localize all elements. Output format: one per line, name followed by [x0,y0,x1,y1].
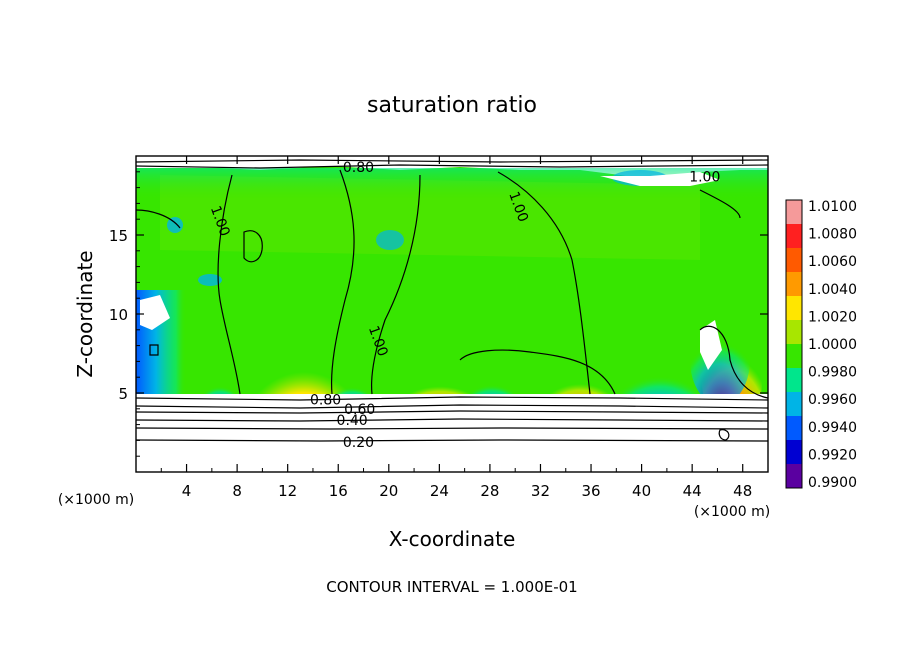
colorbar-swatch [786,272,802,296]
colorbar-swatch [786,392,802,416]
contour-interval-note: CONTOUR INTERVAL = 1.000E-01 [326,578,577,596]
contour-label: 0.80 [310,392,341,408]
x-unit-label: (×1000 m) [694,504,770,520]
colorbar-label: 1.0020 [808,309,857,325]
contour-label: 0.80 [343,160,374,176]
colorbar-label: 1.0040 [808,282,857,298]
x-tick-label: 40 [632,482,651,500]
colorbar-swatch [786,248,802,272]
contour-label: 1.00 [689,170,720,186]
x-tick-label: 48 [733,482,752,500]
colorbar-swatch [786,320,802,344]
colorbar-label: 1.0080 [808,227,857,243]
colorbar-label: 0.9900 [808,475,857,491]
y-unit-label: (×1000 m) [58,492,134,508]
colorbar-swatch [786,440,802,464]
plot-area: 0.800.600.400.200.801.001.00 1.001.00 [136,156,768,472]
x-tick-label: 8 [232,482,242,500]
colorbar-swatch [786,296,802,320]
x-tick-label: 20 [379,482,398,500]
x-tick-label: 32 [531,482,550,500]
x-tick-label: 12 [278,482,297,500]
contour-label: 0.60 [344,402,375,418]
colorbar-swatch [786,368,802,392]
colorbar-swatch [786,200,802,224]
colorbar: 1.0100 1.0080 1.0060 1.0040 1.0020 1.0000 0.99… [785,199,857,491]
colorbar-label: 1.0000 [808,337,857,353]
colorbar-swatch [786,344,802,368]
y-tick-label: 10 [109,306,128,324]
y-axis-label: Z-coordinate [73,250,97,377]
contour-label: 0.20 [343,435,374,451]
colorbar-swatch [786,464,802,488]
colorbar-label: 0.9920 [808,447,857,463]
colorbar-swatch [786,224,802,248]
colorbar-frame [785,199,803,489]
x-tick-label: 16 [329,482,348,500]
colorbar-label: 0.9980 [808,365,857,381]
colorbar-swatch [786,416,802,440]
colorbar-label: 1.0100 [808,199,857,215]
x-tick-label: 28 [480,482,499,500]
chart-title: saturation ratio [367,93,537,118]
colorbar-label: 0.9940 [808,420,857,436]
x-tick-label: 36 [581,482,600,500]
x-tick-label: 4 [182,482,192,500]
x-tick-label: 24 [430,482,449,500]
x-tick-label: 44 [683,482,702,500]
y-tick-label: 15 [109,227,128,245]
colorbar-label: 1.0060 [808,254,857,270]
y-tick-label: 5 [118,385,128,403]
x-axis-label: X-coordinate [389,527,516,551]
colorbar-label: 0.9960 [808,392,857,408]
contour-label: 0.40 [337,413,368,429]
